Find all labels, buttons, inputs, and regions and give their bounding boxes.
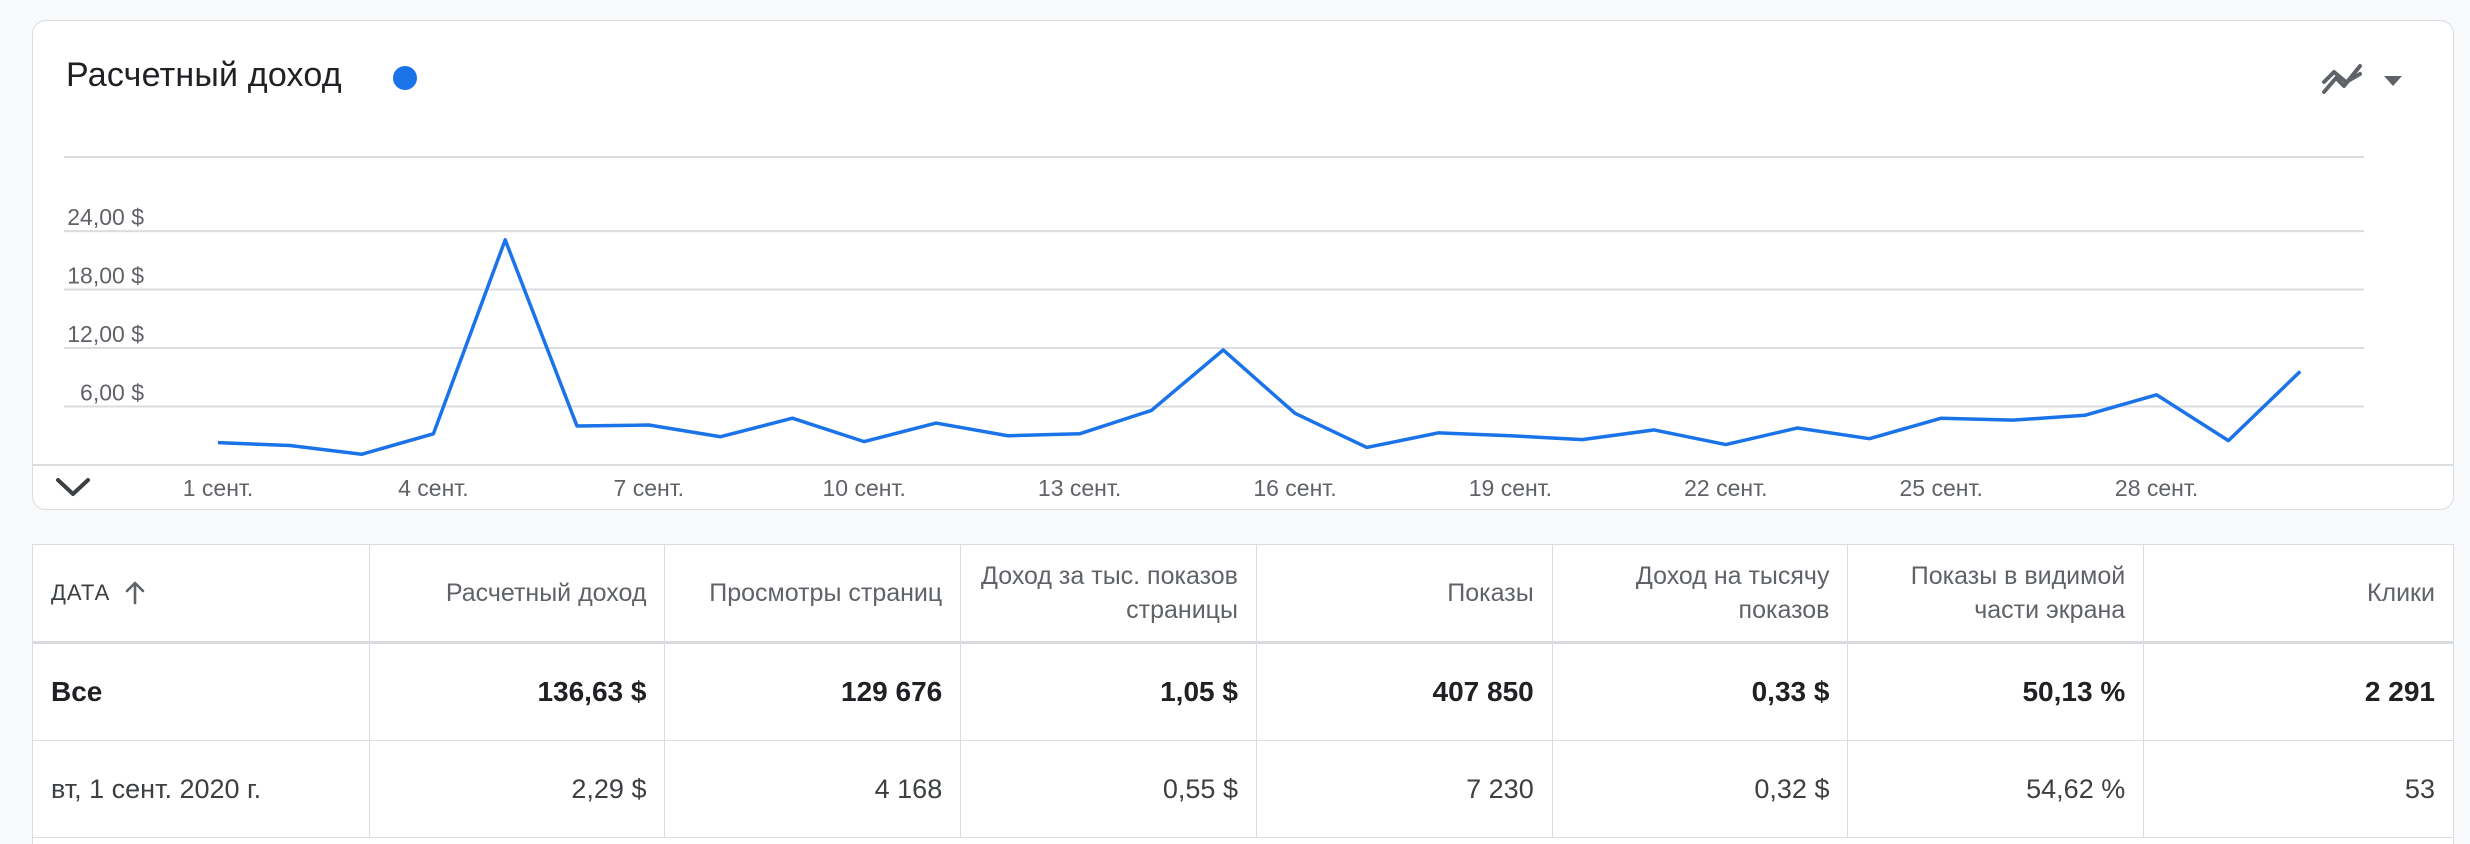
table-cell: 1,05 $ <box>961 644 1257 740</box>
table-cell: 54,62 % <box>1848 741 2144 837</box>
collapse-chart-button[interactable] <box>52 470 94 504</box>
header-page-rpm[interactable]: Доход за тыс. показов страницы <box>961 545 1257 641</box>
x-tick-label: 1 сент. <box>183 475 254 501</box>
x-tick-label: 25 сент. <box>1900 475 1983 501</box>
header-page-views[interactable]: Просмотры страниц <box>665 545 961 641</box>
header-date[interactable]: ДАТА <box>33 545 370 641</box>
revenue-line-chart: 6,00 $ 12,00 $ 18,00 $ 24,00 $ 1 сент. 4 сент… <box>0 0 2470 520</box>
y-tick-label: 18,00 $ <box>67 263 144 289</box>
x-tick-label: 19 сент. <box>1469 475 1552 501</box>
x-tick-label: 28 сент. <box>2115 475 2198 501</box>
chevron-down-icon <box>52 470 94 504</box>
x-tick-label: 16 сент. <box>1253 475 1336 501</box>
table-cell: 4 168 <box>665 741 961 837</box>
header-clicks[interactable]: Клики <box>2144 545 2453 641</box>
x-tick-label: 13 сент. <box>1038 475 1121 501</box>
table-cell: 53 <box>2144 741 2453 837</box>
report-table: ДАТА Расчетный доход Просмотры страниц Д… <box>32 544 2454 844</box>
table-cell: Все <box>33 644 370 740</box>
y-tick-label: 24,00 $ <box>67 204 144 230</box>
table-cell: 7 230 <box>1257 741 1553 837</box>
table-header-row: ДАТА Расчетный доход Просмотры страниц Д… <box>33 545 2453 644</box>
table-cell: 136,63 $ <box>370 644 666 740</box>
x-tick-label: 4 сент. <box>398 475 469 501</box>
table-row-total: Все 136,63 $ 129 676 1,05 $ 407 850 0,33… <box>33 644 2453 741</box>
y-tick-label: 6,00 $ <box>80 380 144 406</box>
table-cell: 407 850 <box>1257 644 1553 740</box>
table-cell: 129 676 <box>665 644 961 740</box>
table-cell: 0,32 $ <box>1553 741 1849 837</box>
table-row: вт, 1 сент. 2020 г. 2,29 $ 4 168 0,55 $ … <box>33 741 2453 838</box>
table-cell: 2 291 <box>2144 644 2453 740</box>
header-estimated-revenue[interactable]: Расчетный доход <box>370 545 666 641</box>
x-tick-label: 10 сент. <box>823 475 906 501</box>
table-cell: 2,29 $ <box>370 741 666 837</box>
table-cell: 0,55 $ <box>961 741 1257 837</box>
table-cell: вт, 1 сент. 2020 г. <box>33 741 370 837</box>
x-tick-label: 22 сент. <box>1684 475 1767 501</box>
x-tick-label: 7 сент. <box>614 475 685 501</box>
y-tick-label: 12,00 $ <box>67 321 144 347</box>
header-impressions[interactable]: Показы <box>1257 545 1553 641</box>
header-impression-rpm[interactable]: Доход на тысячу показов <box>1553 545 1849 641</box>
table-cell: 50,13 % <box>1848 644 2144 740</box>
arrow-up-icon <box>124 580 146 606</box>
table-cell: 0,33 $ <box>1553 644 1849 740</box>
header-active-view-viewable[interactable]: Показы в видимой части экрана <box>1848 545 2144 641</box>
